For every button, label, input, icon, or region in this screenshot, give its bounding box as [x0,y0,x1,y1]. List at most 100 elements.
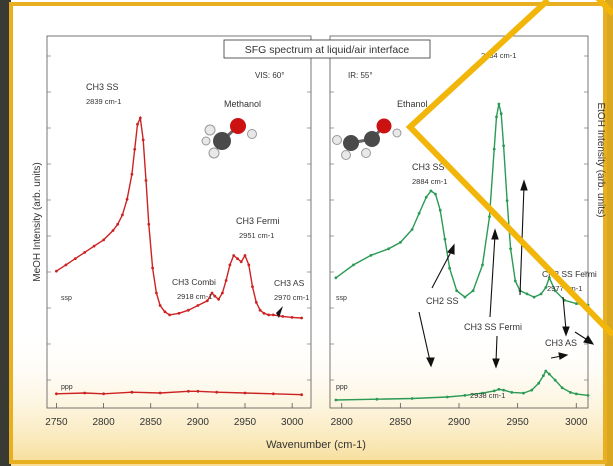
y-axis-label-right: EtOH Intensity (arb. units) [595,102,606,217]
meoh-ssp-point [73,257,77,260]
etoh-ppp-point [502,388,505,392]
etoh-ssp-point [352,263,355,267]
meoh-ssp-point [144,179,148,182]
etoh-ssp-point [481,263,484,267]
bottom-glow [11,330,605,466]
etoh-ssp-point [505,199,509,203]
etoh-ssp-point [495,115,498,119]
meoh-ppp-point [55,392,58,396]
etoh-ppp-point [334,398,338,402]
etoh-ssp-point [448,266,451,270]
etoh-ssp-point [429,189,433,193]
meoh-ssp-point [290,316,294,319]
etoh-ssp-point [539,292,543,296]
meoh-ssp-curve [56,115,302,319]
meoh-ssp-point [155,291,158,295]
etoh-ppp-point [522,391,525,395]
x-tick-label: 2900 [448,417,471,428]
etoh-fermi-wavenumber: 2938 cm-1 [470,391,505,400]
meoh-ssp-point [111,229,115,232]
figure-border [9,2,607,464]
etoh-ssp-point [547,276,551,280]
etoh-top-peak-wavenumber: 2934 cm-1 [481,51,516,60]
meoh-ssp-point [262,311,266,315]
spectrum-curves [55,102,590,402]
etoh-ppp-point [586,394,590,397]
meoh-ssp-point [92,244,96,248]
etoh-ppp-point [481,391,484,395]
etoh-ssp-point [399,241,402,244]
meoh-ssp-point [196,304,200,307]
x-axis-label: Wavenumber (cm-1) [266,439,366,451]
meoh-ppp-point [187,389,190,393]
etoh-ssp-point [443,237,447,241]
meoh-ssp-point [300,316,303,320]
meoh-ssp-point [224,279,228,282]
meoh-ppp-point [196,389,200,393]
etoh-ssp-point [509,247,512,251]
etoh-ssp-point [434,192,437,196]
vis-angle: VIS: 60° [255,71,284,80]
etoh-ppp-point [410,397,414,400]
etoh-ch3as-label: CH3 AS [545,338,577,348]
etoh-ssp-point [502,144,505,148]
meoh-ch3ss-wavenumber: 2839 cm-1 [86,97,121,106]
etoh-ssp-point [463,295,467,299]
etoh-ssp-point [492,147,496,151]
meoh-ssp-point [213,294,217,298]
etoh-ppp-point [553,378,557,382]
etoh-ppp-point [445,395,449,399]
etoh-ppp-point [544,369,548,373]
meoh-fermi-wavenumber: 2951 cm-1 [239,231,274,240]
meoh-ssp-point [64,263,68,267]
meoh-ssp-point [267,313,270,317]
etoh-ssp-tag: ssp [336,295,347,302]
meoh-ppp-point [271,392,275,396]
etoh-ssp-point [438,208,442,212]
meoh-ssp-point [121,213,124,217]
meoh-ppp-point [102,392,105,396]
etoh-fermi-label: CH3 SS Fermi [464,322,522,332]
meoh-ssp-point [141,138,145,142]
x-tick-label: 2900 [187,417,210,428]
meoh-ppp-point [215,390,219,394]
etoh-ssp-point [471,289,475,293]
meoh-ssp-point [138,116,142,120]
etoh-ssp-point [544,286,548,289]
y-axis-label: MeOH Intensity (arb. units) [32,162,43,281]
x-tick-label: 2850 [389,417,412,428]
etoh-ppp-point [569,391,572,394]
meoh-ssp-point [168,313,172,317]
meoh-ssp-point [232,254,236,257]
meoh-ssp-point [83,251,87,254]
meoh-combi-wavenumber: 2918 cm-1 [177,292,212,301]
meoh-ssp-point [217,297,221,301]
x-tick-label: 2800 [92,417,115,428]
meoh-ppp-point [300,393,303,397]
etoh-ssp-point [424,195,428,199]
etoh-ppp-point [537,381,541,385]
etoh-ssp-point [334,276,338,280]
etoh-ppp-point [574,392,578,396]
meoh-ssp-point [136,122,139,126]
meoh-as-wavenumber: 2970 cm-1 [274,293,309,302]
etoh-ppp-point [547,372,551,376]
etoh-ssp-point [553,289,557,293]
meoh-ssp-point [130,172,134,176]
meoh-ssp-point [228,263,232,267]
meoh-ssp-point [210,291,214,295]
x-tick-label: 2800 [331,417,354,428]
etoh-ssp-point [488,215,491,219]
etoh-ssp-point [455,289,459,293]
meoh-ch3ss-label: CH3 SS [86,82,119,92]
etoh-ppp-point [375,397,379,401]
etoh-ssp-point [369,253,373,257]
meoh-ppp-point [158,391,162,395]
methanol-molecule-icon [201,118,257,159]
meoh-ssp-point [251,285,254,289]
meoh-ssp-point [239,260,243,264]
methanol-plot-frame [46,35,312,409]
meoh-ssp-point [55,269,58,273]
meoh-ssp-point [258,308,262,312]
